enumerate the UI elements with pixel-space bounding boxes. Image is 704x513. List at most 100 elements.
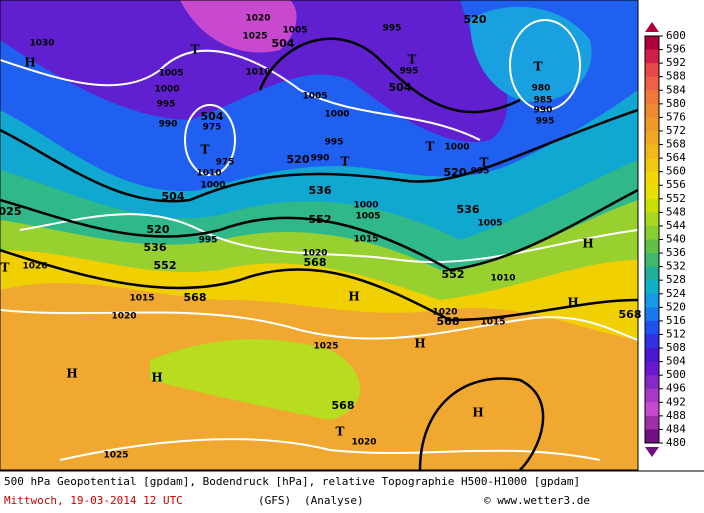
colorbar-label: 592 xyxy=(666,56,686,69)
map-label: 1000 xyxy=(353,201,378,211)
map-label: 985 xyxy=(534,96,553,106)
map-label: 1020 xyxy=(111,312,136,322)
map-label: H xyxy=(472,406,483,420)
map-label: 504 xyxy=(272,37,295,50)
map-label: 990 xyxy=(534,106,553,116)
colorbar-label: 496 xyxy=(666,382,686,395)
colorbar: 6005965925885845805765725685645605565525… xyxy=(644,22,686,457)
colorbar-arrow xyxy=(645,447,659,457)
colorbar-label: 488 xyxy=(666,409,686,422)
colorbar-arrow xyxy=(645,22,659,32)
map-label: 995 xyxy=(536,117,555,127)
colorbar-label: 512 xyxy=(666,327,686,340)
map-label: 520 xyxy=(444,166,467,179)
map-label: 1005 xyxy=(477,219,502,229)
colorbar-swatch xyxy=(645,103,659,118)
colorbar-label: 508 xyxy=(666,341,686,354)
colorbar-swatch xyxy=(645,280,659,295)
colorbar-label: 572 xyxy=(666,124,686,137)
map-label: 1000 xyxy=(154,85,179,95)
map-label: 1030 xyxy=(29,39,54,49)
colorbar-swatch xyxy=(645,266,659,281)
colorbar-swatch xyxy=(645,76,659,91)
map-label: 1005 xyxy=(302,92,327,102)
map-label: 1020 xyxy=(432,308,457,318)
map-label: 568 xyxy=(437,315,460,328)
colorbar-label: 564 xyxy=(666,151,686,164)
footer-credit: © www.wetter3.de xyxy=(484,494,590,507)
colorbar-label: 580 xyxy=(666,97,686,110)
geopotential-line xyxy=(0,188,639,272)
map-label: 990 xyxy=(159,120,178,130)
map-label: 520 xyxy=(147,223,170,236)
map-label: H xyxy=(414,337,425,351)
map-label: 995 xyxy=(325,138,344,148)
map-label: 1020 xyxy=(302,249,327,259)
colorbar-swatch xyxy=(645,198,659,213)
isobar xyxy=(0,309,639,341)
geopotential-line xyxy=(0,108,639,203)
field-lightblue xyxy=(470,6,592,102)
map-label: 552 xyxy=(154,259,177,272)
footer-kind: (Analyse) xyxy=(304,494,364,507)
map-label: 568 xyxy=(619,308,642,321)
colorbar-label: 536 xyxy=(666,246,686,259)
colorbar-swatch xyxy=(645,144,659,159)
colorbar-swatch xyxy=(645,253,659,268)
map-label: 1015 xyxy=(129,294,154,304)
map-label: 1000 xyxy=(444,143,469,153)
map-label: T xyxy=(534,60,543,74)
map-label: T xyxy=(341,155,350,169)
map-label: T xyxy=(201,143,210,157)
colorbar-label: 600 xyxy=(666,29,686,42)
colorbar-swatch xyxy=(645,415,659,430)
map-label: 1025 xyxy=(313,342,338,352)
map-label: 975 xyxy=(203,123,222,133)
colorbar-swatch xyxy=(645,36,659,51)
map-label: 1026 xyxy=(22,262,47,272)
isobar xyxy=(19,213,639,263)
colorbar-label: 492 xyxy=(666,395,686,408)
map-label: 1025 xyxy=(242,32,267,42)
isobar xyxy=(0,49,481,141)
map-label: 1005 xyxy=(158,69,183,79)
colorbar-swatch xyxy=(645,63,659,78)
isobar xyxy=(59,438,601,461)
colorbar-label: 504 xyxy=(666,355,686,368)
colorbar-swatch xyxy=(645,402,659,417)
map-label: 1000 xyxy=(200,181,225,191)
colorbar-swatch xyxy=(645,212,659,227)
colorbar-label: 484 xyxy=(666,422,686,435)
map-label: 536 xyxy=(144,241,167,254)
colorbar-label: 524 xyxy=(666,287,686,300)
field-green xyxy=(150,339,360,420)
colorbar-swatch xyxy=(645,375,659,390)
colorbar-label: 500 xyxy=(666,368,686,381)
map-label: 995 xyxy=(199,236,218,246)
colorbar-swatch xyxy=(645,429,659,444)
colorbar-label: 520 xyxy=(666,300,686,313)
colorbar-swatch xyxy=(645,171,659,186)
map-label: 504 xyxy=(389,81,412,94)
footer-date: Mittwoch, 19-03-2014 12 UTC xyxy=(4,494,183,507)
map-label: 995 xyxy=(157,100,176,110)
map-label: T xyxy=(1,261,10,275)
colorbar-frame xyxy=(644,35,660,444)
map-label: 1010 xyxy=(196,169,221,179)
colorbar-swatch xyxy=(645,90,659,105)
colorbar-swatch xyxy=(645,307,659,322)
footer-model: (GFS) xyxy=(258,494,291,507)
map-label: 520 xyxy=(287,153,310,166)
map-label: 990 xyxy=(311,154,330,164)
map-label: 568 xyxy=(304,256,327,269)
colorbar-label: 584 xyxy=(666,83,686,96)
colorbar-swatch xyxy=(645,185,659,200)
isobar xyxy=(509,19,581,111)
map-label: 1010 xyxy=(245,68,270,78)
colorbar-label: 588 xyxy=(666,70,686,83)
map-label: 1025 xyxy=(103,451,128,461)
colorbar-label: 528 xyxy=(666,273,686,286)
colorbar-label: 596 xyxy=(666,43,686,56)
colorbar-swatch xyxy=(645,293,659,308)
map-label: H xyxy=(151,371,162,385)
